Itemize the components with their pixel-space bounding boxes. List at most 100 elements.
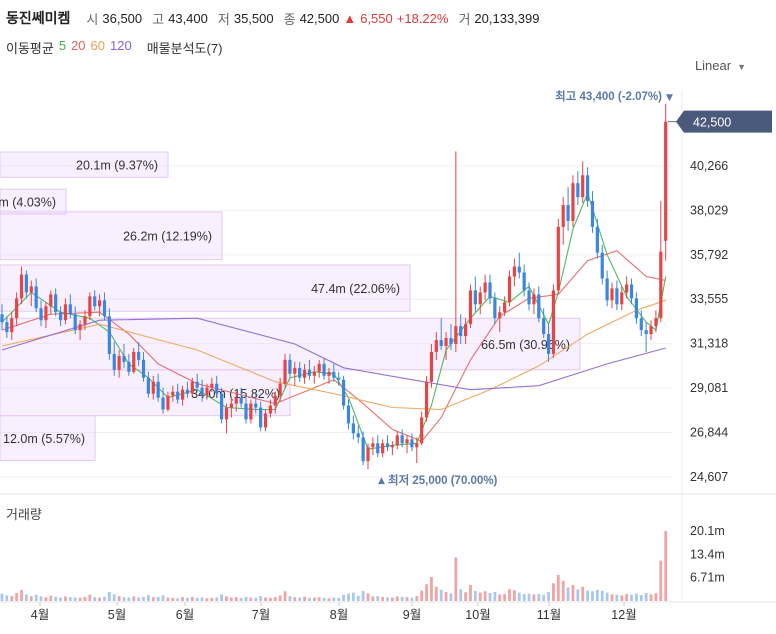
high-value: 43,400 bbox=[168, 10, 208, 26]
x-tick-label: 6월 bbox=[176, 608, 194, 622]
volume-bar bbox=[83, 596, 87, 601]
candle-body bbox=[620, 292, 624, 305]
candle-body bbox=[659, 251, 663, 319]
candle-body bbox=[493, 298, 497, 319]
volume-bar bbox=[625, 594, 629, 601]
candle-body bbox=[527, 290, 531, 305]
volume-bar bbox=[552, 583, 555, 601]
volume-bar bbox=[298, 597, 302, 601]
candle-body bbox=[566, 205, 570, 221]
current-price-label: 42,500 bbox=[693, 116, 731, 130]
volume-bar bbox=[454, 557, 458, 601]
volume-bar bbox=[156, 596, 160, 601]
candle-body bbox=[254, 403, 258, 408]
volume-bar bbox=[615, 594, 619, 601]
candle-body bbox=[590, 201, 595, 227]
candle-body bbox=[459, 326, 463, 337]
candle-body bbox=[634, 298, 638, 319]
candle-body bbox=[249, 403, 253, 420]
ma5-period[interactable]: 5 bbox=[58, 38, 67, 53]
volume-bar bbox=[605, 592, 609, 601]
volume-bar bbox=[639, 595, 643, 601]
volume-bar bbox=[34, 594, 38, 601]
volume-bar bbox=[395, 596, 399, 601]
volume-bar bbox=[581, 586, 585, 601]
volume-bar bbox=[547, 591, 550, 601]
candle-body bbox=[644, 330, 648, 335]
volume-profile-bar bbox=[0, 211, 223, 260]
candle-body bbox=[615, 288, 619, 305]
ma120-period[interactable]: 120 bbox=[110, 38, 132, 53]
volume-value: 20,133,399 bbox=[474, 10, 540, 26]
candle-body bbox=[546, 334, 551, 354]
volume-panel-title: 거래량 bbox=[6, 507, 42, 522]
change-value: 6,550 bbox=[360, 10, 393, 26]
volume-bar bbox=[73, 597, 77, 601]
candle-body bbox=[381, 443, 385, 454]
volume-bar bbox=[561, 580, 565, 601]
volume-bar bbox=[327, 598, 331, 601]
volume-bar bbox=[64, 596, 67, 601]
open-label: 시 bbox=[86, 11, 99, 27]
candle-body bbox=[561, 205, 565, 227]
candle-body bbox=[68, 304, 72, 315]
candle-body bbox=[571, 183, 575, 221]
ma-label[interactable]: 이동평균 bbox=[6, 41, 54, 56]
volume-profile-bar bbox=[0, 415, 96, 461]
x-tick-label: 7월 bbox=[252, 608, 270, 622]
volume-bar bbox=[473, 590, 477, 601]
volume-bar bbox=[122, 597, 126, 601]
candle-body bbox=[5, 322, 9, 333]
volume-bar bbox=[498, 594, 502, 601]
candle-body bbox=[464, 324, 468, 337]
volume-bar bbox=[190, 596, 194, 601]
volume-bar bbox=[371, 596, 375, 601]
volume-bar bbox=[586, 590, 589, 601]
ma20-line bbox=[1, 250, 666, 442]
volume-profile-bar bbox=[0, 264, 411, 312]
current-price-tag bbox=[676, 110, 772, 133]
candle-body bbox=[337, 377, 341, 380]
volume-bar bbox=[347, 593, 350, 601]
volume-bar bbox=[254, 597, 258, 601]
volume-bar bbox=[142, 596, 145, 601]
volume-bar bbox=[425, 584, 428, 601]
volume-bar bbox=[356, 595, 360, 601]
volume-bar bbox=[381, 596, 385, 601]
candle-body bbox=[532, 294, 536, 305]
y-tick-label: 26,844 bbox=[690, 425, 728, 439]
volume-bar bbox=[430, 576, 433, 601]
volume-bar bbox=[610, 594, 614, 601]
volume-profile-label: 20.1m (9.37%) bbox=[76, 159, 158, 173]
candle-body bbox=[234, 397, 238, 404]
ma120-line bbox=[1, 317, 666, 391]
scale-mode-select[interactable]: Linear ▼ bbox=[695, 58, 746, 73]
candle-body bbox=[346, 405, 351, 424]
max-price-marker: 최고 43,400 (-2.07%) bbox=[555, 89, 662, 103]
ma60-period[interactable]: 60 bbox=[90, 38, 106, 53]
price-header: 동진쎄미켐 시 36,500 고 43,400 저 35,500 종 42,50… bbox=[6, 6, 540, 30]
candle-body bbox=[171, 391, 175, 396]
volume-bar bbox=[25, 594, 28, 601]
volume-bar bbox=[483, 591, 487, 601]
x-tick-label: 11월 bbox=[537, 608, 561, 622]
volume-profile-label[interactable]: 매물분석도(7) bbox=[146, 41, 223, 56]
candle-body bbox=[176, 391, 180, 400]
open-value: 36,500 bbox=[102, 10, 143, 26]
chevron-down-icon: ▼ bbox=[737, 62, 746, 72]
volume-bar bbox=[171, 597, 175, 601]
candle-body bbox=[542, 318, 546, 335]
volume-bar bbox=[308, 597, 311, 601]
candle-body bbox=[117, 355, 121, 370]
ma20-period[interactable]: 20 bbox=[71, 38, 86, 53]
volume-bar bbox=[556, 574, 560, 601]
candle-body bbox=[664, 121, 668, 241]
candle-body bbox=[649, 326, 653, 335]
candle-body bbox=[298, 367, 302, 378]
candle-body bbox=[483, 282, 487, 293]
volume-bar bbox=[117, 596, 121, 601]
volume-bar bbox=[312, 597, 316, 601]
volume-bar bbox=[200, 597, 204, 601]
candle-body bbox=[293, 367, 297, 374]
